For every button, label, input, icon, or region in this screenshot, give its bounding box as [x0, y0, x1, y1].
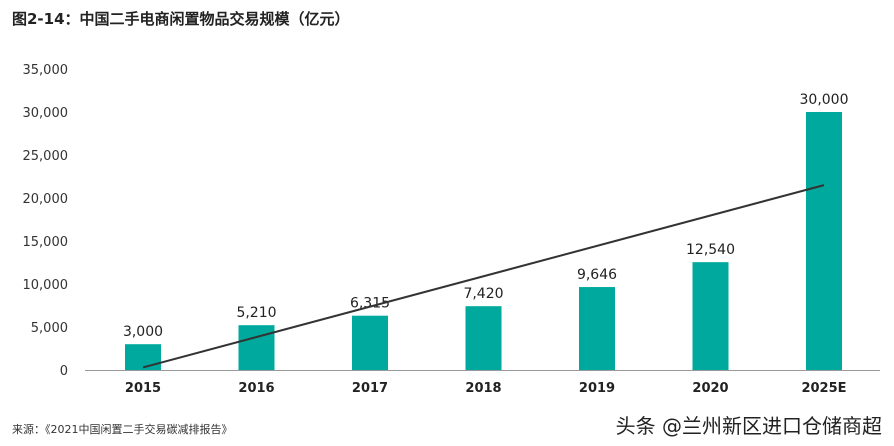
trend-line	[142, 184, 825, 369]
watermark: 头条 @兰州新区进口仓储商超	[615, 414, 882, 438]
bar	[125, 344, 161, 370]
x-tick-label: 2019	[579, 381, 615, 396]
bar	[579, 287, 615, 370]
data-label: 5,210	[236, 305, 276, 321]
x-tick-label: 2015	[125, 381, 161, 396]
data-label: 12,540	[686, 242, 735, 258]
y-tick-label: 20,000	[23, 192, 69, 207]
y-tick-label: 5,000	[31, 321, 68, 336]
y-tick-label: 35,000	[23, 63, 69, 78]
bar	[352, 315, 388, 370]
source-note: 来源：《2021中国闲置二手交易碳减排报告》	[12, 423, 233, 436]
data-label: 30,000	[800, 92, 849, 108]
y-tick-label: 10,000	[23, 278, 69, 293]
y-tick-label: 15,000	[23, 235, 69, 250]
bar	[238, 325, 275, 370]
y-tick-label: 0	[60, 364, 68, 379]
bar	[465, 306, 502, 370]
data-label: 6,315	[350, 296, 390, 312]
data-label: 3,000	[123, 324, 163, 340]
data-label: 9,646	[577, 267, 617, 283]
x-tick-label: 2017	[352, 381, 388, 396]
bar	[692, 262, 729, 370]
chart-title: 图2-14：中国二手电商闲置物品交易规模（亿元）	[12, 10, 350, 28]
y-tick-label: 30,000	[23, 106, 69, 121]
x-tick-label: 2018	[465, 381, 501, 396]
y-tick-label: 25,000	[23, 149, 69, 164]
x-tick-label: 2025E	[801, 381, 846, 396]
data-label: 7,420	[463, 286, 503, 302]
x-tick-label: 2016	[238, 381, 274, 396]
x-tick-label: 2020	[692, 381, 728, 396]
bar	[806, 112, 842, 370]
